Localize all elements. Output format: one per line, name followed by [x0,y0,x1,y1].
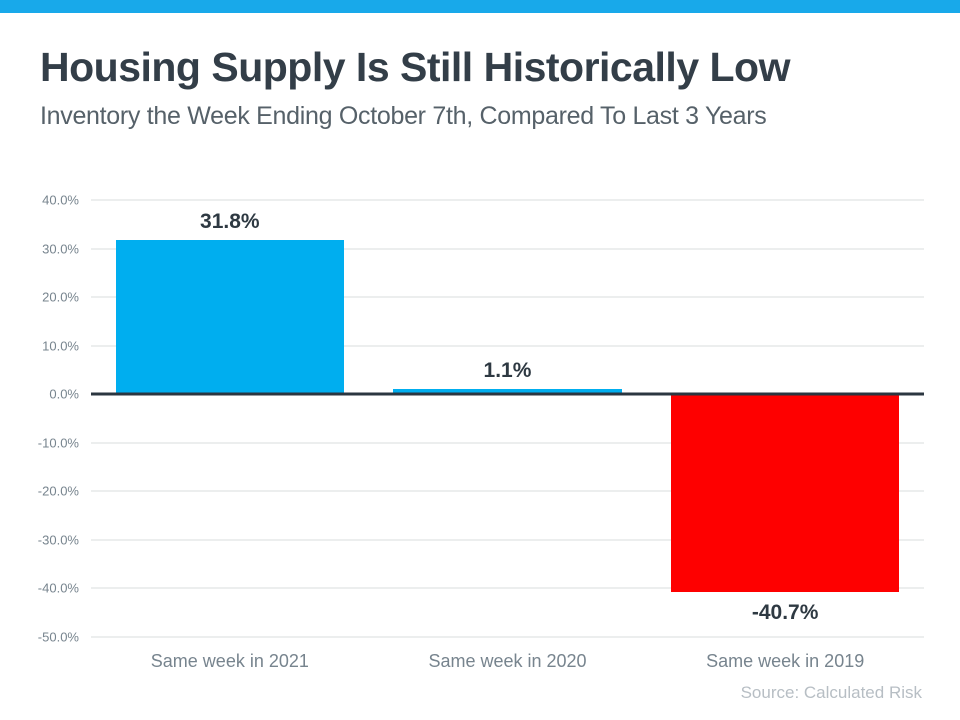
gridline [91,539,924,541]
bar-3 [671,394,900,592]
bar-value-label: 1.1% [483,358,532,382]
gridline [91,199,924,201]
gridline [91,296,924,298]
chart-title: Housing Supply Is Still Historically Low [40,44,791,90]
y-axis-tick-label: 30.0% [42,241,79,257]
y-axis-tick-label: 40.0% [42,192,79,208]
y-axis-tick-label: 20.0% [42,289,79,305]
x-axis-label-row: Same week in 2021 Same week in 2020 Same w… [91,648,924,674]
gridline [91,490,924,492]
gridline [91,248,924,250]
plot-area: 40.0% 30.0% 20.0% 10.0% 0.0% -10.0% -20.0% -30.… [38,193,924,645]
bar-value-label: -40.7% [751,600,819,624]
x-axis-category-label: Same week in 2020 [428,651,587,671]
gridline [91,636,924,638]
y-axis-tick-label: -50.0% [37,629,79,645]
bar-1 [115,239,344,395]
y-axis-tick-label: 0.0% [49,386,79,402]
source-credit: Source: Calculated Risk [740,683,922,702]
gridline [91,587,924,589]
y-axis-tick-label: -10.0% [37,435,79,451]
x-axis-category-label: Same week in 2019 [706,651,865,671]
y-axis-tick-label: 10.0% [42,338,79,354]
bar-value-label: 31.8% [200,209,260,233]
zero-axis-line [91,392,924,396]
x-axis-category-label: Same week in 2021 [150,651,309,671]
bar-2 [393,388,622,395]
y-axis-tick-label: -20.0% [37,483,79,499]
gridline [91,345,924,347]
top-accent-bar [0,0,960,13]
chart-subtitle: Inventory the Week Ending October 7th, C… [40,102,767,130]
y-axis-tick-label: -30.0% [37,532,79,548]
gridline [91,442,924,444]
y-axis-tick-label: -40.0% [37,580,79,596]
